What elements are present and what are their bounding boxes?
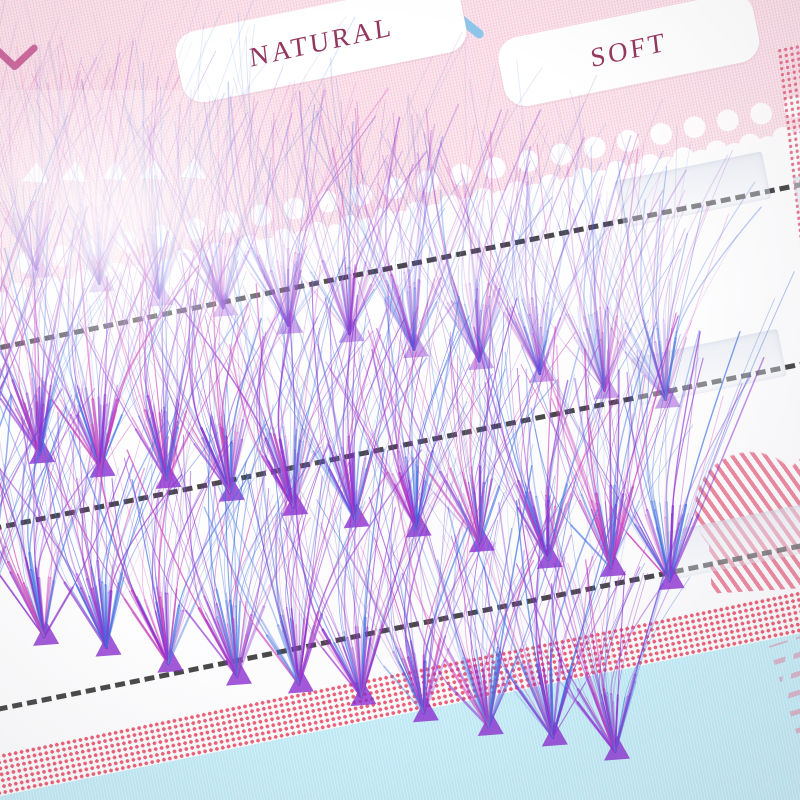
white-triangle-row xyxy=(22,156,216,187)
label-text-natural: NATURAL xyxy=(247,10,395,73)
label-text-soft: SOFT xyxy=(588,25,669,73)
magenta-scribble-icon xyxy=(0,38,43,82)
triangle-icon xyxy=(140,157,168,180)
triangle-icon xyxy=(179,156,208,179)
triangle-icon xyxy=(101,158,129,181)
triangle-icon xyxy=(22,160,50,183)
triangle-icon xyxy=(61,159,90,182)
